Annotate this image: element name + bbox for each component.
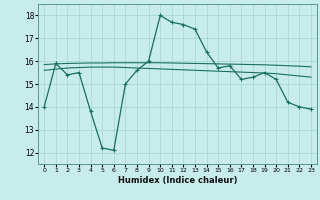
X-axis label: Humidex (Indice chaleur): Humidex (Indice chaleur) (118, 176, 237, 185)
